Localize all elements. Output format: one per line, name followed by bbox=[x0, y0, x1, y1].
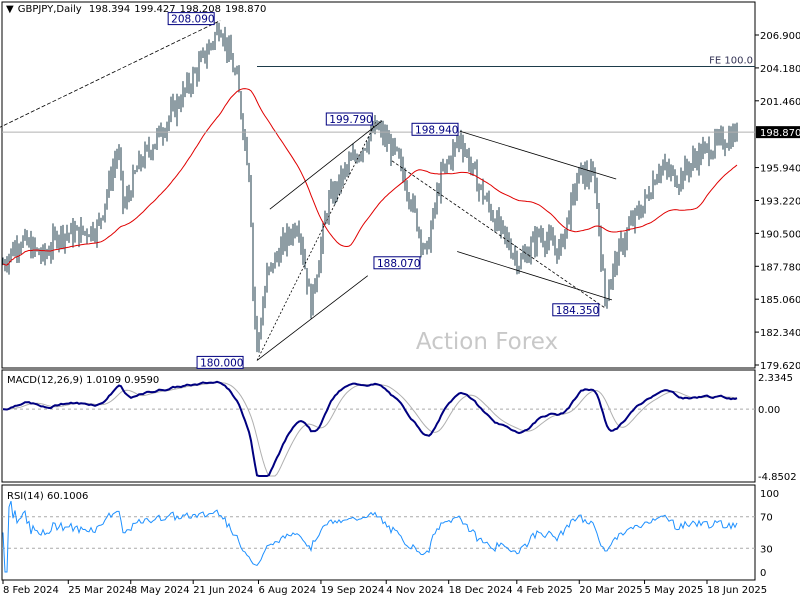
rsi-line bbox=[2, 500, 738, 573]
price-annotation-label: 199.790 bbox=[329, 114, 372, 126]
price-annotation-box bbox=[325, 112, 373, 126]
rsi-panel bbox=[1, 484, 756, 581]
rsi-label: RSI(14) 60.1006 bbox=[7, 491, 88, 502]
x-tick-label: 19 Sep 2024 bbox=[321, 585, 384, 596]
trend-line bbox=[256, 275, 369, 361]
x-tick-label: 4 Feb 2025 bbox=[517, 585, 573, 596]
macd-y-tick-label: 2.3345 bbox=[758, 373, 793, 384]
price-annotation-box bbox=[196, 355, 244, 369]
macd-panel bbox=[1, 369, 756, 483]
x-tick-label: 20 Mar 2025 bbox=[579, 585, 642, 596]
macd-label: MACD(12,26,9) 1.0109 0.9590 bbox=[7, 375, 159, 386]
rsi-y-tick-label: 70 bbox=[760, 513, 773, 524]
x-tick-label: 8 May 2024 bbox=[131, 585, 190, 596]
y-tick-label: 185.060 bbox=[760, 295, 800, 306]
price-annotation-label: 208.090 bbox=[171, 14, 214, 26]
price-annotation-box bbox=[552, 303, 600, 317]
price-annotation-label: 184.350 bbox=[556, 305, 599, 317]
chart-header: ▼ GBPJPY,Daily 198.394 199.427 198.208 198.8… bbox=[6, 4, 270, 15]
rsi-y-tick-label: 30 bbox=[760, 544, 773, 555]
x-tick-label: 18 Dec 2024 bbox=[449, 585, 513, 596]
rsi-y-tick-label: 100 bbox=[760, 489, 779, 500]
symbol-label: GBPJPY,Daily bbox=[17, 4, 82, 15]
x-tick-label: 6 Aug 2024 bbox=[258, 585, 316, 596]
dropdown-triangle-icon[interactable]: ▼ bbox=[6, 4, 14, 15]
price-annotation-box bbox=[373, 256, 421, 270]
low-value: 198.208 bbox=[179, 4, 221, 15]
fe-100-label: FE 100.0 bbox=[709, 55, 753, 66]
macd-y-tick-label: -4.8502 bbox=[758, 472, 797, 483]
y-tick-label: 182.340 bbox=[760, 328, 800, 339]
y-tick-label: 190.500 bbox=[760, 229, 800, 240]
trend-line bbox=[457, 251, 613, 301]
price-panel bbox=[1, 1, 756, 369]
price-annotation-label: 198.940 bbox=[415, 124, 458, 136]
last-price-label: 198.870 bbox=[760, 128, 800, 139]
x-tick-label: 25 Mar 2024 bbox=[68, 585, 131, 596]
trend-line bbox=[269, 120, 383, 210]
trend-line bbox=[256, 120, 377, 361]
y-tick-label: 201.460 bbox=[760, 97, 800, 108]
x-tick-label: 4 Nov 2024 bbox=[386, 585, 444, 596]
y-tick-label: 206.900 bbox=[760, 31, 800, 42]
y-tick-label: 193.220 bbox=[760, 196, 800, 207]
x-tick-label: 21 Jun 2024 bbox=[193, 585, 253, 596]
price-annotation-label: 180.000 bbox=[200, 357, 243, 369]
price-annotation-box bbox=[411, 122, 459, 136]
last-price-badge bbox=[756, 126, 800, 139]
trend-line bbox=[0, 20, 221, 128]
trend-line bbox=[459, 130, 617, 180]
y-tick-label: 187.780 bbox=[760, 262, 800, 273]
price-annotation-label: 188.070 bbox=[377, 258, 420, 270]
open-value: 198.394 bbox=[88, 4, 131, 15]
y-tick-label: 195.940 bbox=[760, 164, 800, 175]
close-value: 198.870 bbox=[224, 4, 267, 15]
x-tick-label: 18 Jun 2025 bbox=[707, 585, 767, 596]
price-bars bbox=[2, 22, 738, 353]
macd-y-tick-label: 0.00 bbox=[758, 405, 780, 416]
x-tick-label: 8 Feb 2024 bbox=[3, 585, 59, 596]
price-annotation-box bbox=[167, 12, 215, 26]
x-tick-label: 5 May 2025 bbox=[645, 585, 704, 596]
macd-line bbox=[2, 380, 738, 477]
high-value: 199.427 bbox=[134, 4, 176, 15]
y-tick-label: 179.620 bbox=[760, 361, 800, 372]
watermark: Action Forex bbox=[416, 329, 558, 355]
y-tick-label: 204.180 bbox=[760, 64, 800, 75]
rsi-y-tick-label: 0 bbox=[760, 568, 766, 579]
moving-average-line bbox=[2, 88, 738, 266]
trend-line bbox=[391, 160, 606, 309]
